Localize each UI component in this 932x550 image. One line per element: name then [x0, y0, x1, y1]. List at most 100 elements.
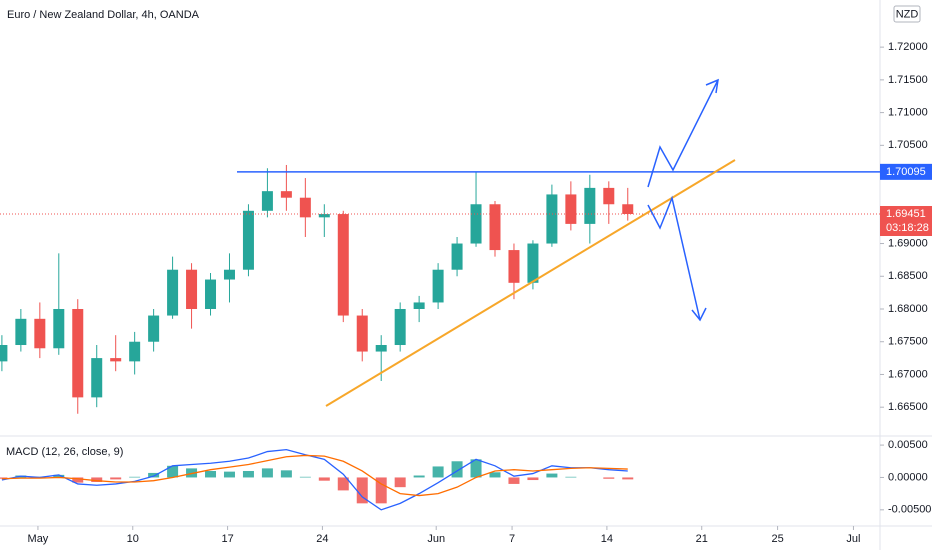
histogram-bar [603, 477, 615, 479]
histogram-bar [223, 471, 235, 478]
arrow-down [647, 195, 701, 321]
candle-body [603, 187, 615, 205]
y-tick-label: 1.71500 [888, 74, 928, 86]
y-tick-label: 1.72000 [888, 41, 928, 53]
histogram-bar [565, 476, 577, 478]
histogram-bar [167, 465, 179, 478]
histogram-bar [432, 466, 444, 478]
chart-title: Euro / New Zealand Dollar, 4h, OANDA [7, 9, 200, 21]
histogram-bar [129, 476, 141, 478]
x-tick-label: Jun [427, 533, 445, 545]
histogram-bar [299, 476, 311, 478]
x-tick-label: 7 [509, 533, 515, 545]
candle-body [242, 210, 254, 270]
candle-body [223, 269, 235, 280]
candle-body [34, 318, 46, 349]
candle-body [110, 358, 122, 362]
histogram-bar [261, 468, 273, 478]
candle-body [489, 204, 501, 251]
last-price-tag [880, 206, 932, 237]
histogram-bar [280, 470, 292, 478]
x-tick-label: 21 [696, 533, 708, 545]
candle-body [15, 318, 27, 346]
candle-body [72, 308, 84, 398]
y-tick-label: 1.68000 [888, 303, 928, 315]
candle-body [280, 191, 292, 198]
x-tick-label: 10 [127, 533, 139, 545]
y-tick-label: 0.00000 [888, 471, 928, 483]
candle-body [451, 243, 463, 270]
histogram-bar [110, 477, 122, 480]
candle-body [261, 191, 273, 211]
candle-body [337, 214, 349, 316]
histogram-bar [337, 477, 349, 491]
candle-body [318, 214, 330, 218]
x-tick-label: Jul [846, 533, 860, 545]
candle-body [470, 204, 482, 244]
candle-body [432, 269, 444, 303]
candle-body [0, 345, 8, 362]
histogram-bar [470, 459, 482, 478]
histogram-bar [451, 461, 463, 478]
candle-body [622, 204, 634, 215]
histogram-bar [148, 472, 160, 478]
y-tick-label: 1.67500 [888, 336, 928, 348]
arrow-up [647, 79, 719, 188]
last-price-label: 1.69451 [886, 208, 926, 220]
y-tick-label: 1.69000 [888, 237, 928, 249]
candle-body [356, 315, 368, 352]
candle-body [129, 341, 141, 362]
candle-body [413, 302, 425, 309]
macd-title: MACD (12, 26, close, 9) [6, 446, 123, 458]
histogram-bar [205, 470, 217, 478]
level-tag [880, 163, 932, 180]
y-tick-label: 1.71000 [888, 107, 928, 119]
candle-body [565, 194, 577, 224]
arrow-up-head [705, 78, 719, 94]
countdown-label: 03:18:28 [886, 222, 929, 234]
histogram-bar [527, 477, 539, 481]
histogram-bar [489, 472, 501, 478]
y-tick-label: 0.00500 [888, 439, 928, 451]
level-tag-label: 1.70095 [886, 166, 926, 178]
y-tick-label: 1.68500 [888, 270, 928, 282]
histogram-bar [356, 477, 368, 504]
candle-body [53, 308, 65, 349]
histogram-bar [375, 477, 387, 504]
histogram-bar [91, 477, 103, 482]
candle-body [148, 315, 160, 342]
candle-body [186, 269, 198, 309]
macd-line [1, 448, 628, 511]
candle-body [584, 187, 596, 224]
histogram-bar [242, 470, 254, 478]
marks: May 10 17 24 Jun 7 14 21 25 Jul 1.66500 1.67000 1.67… [0, 41, 932, 545]
candle-body [546, 194, 558, 244]
candle-body [91, 358, 103, 398]
histogram-bar [546, 473, 558, 478]
candle-body [394, 308, 406, 346]
trendline [325, 159, 736, 407]
y-tick-label: -0.00500 [888, 504, 931, 516]
histogram-bar [622, 477, 634, 480]
x-tick-label: May [28, 533, 49, 545]
candle-body [527, 243, 539, 283]
histogram-bar [318, 477, 330, 481]
y-tick-label: 1.70500 [888, 139, 928, 151]
candle-body [167, 269, 179, 316]
candle-body [299, 197, 311, 218]
currency-label[interactable]: NZD [896, 8, 919, 20]
macd-line [1, 454, 628, 497]
x-tick-label: 14 [601, 533, 613, 545]
y-tick-label: 1.67000 [888, 368, 928, 380]
arrow-down-head [691, 307, 707, 322]
histogram-bar [413, 475, 425, 478]
y-tick-label: 1.66500 [888, 401, 928, 413]
currency-box[interactable] [893, 5, 921, 23]
histogram-bar [508, 477, 520, 484]
candle-body [205, 279, 217, 309]
x-tick-label: 17 [221, 533, 233, 545]
candle-body [508, 250, 520, 283]
